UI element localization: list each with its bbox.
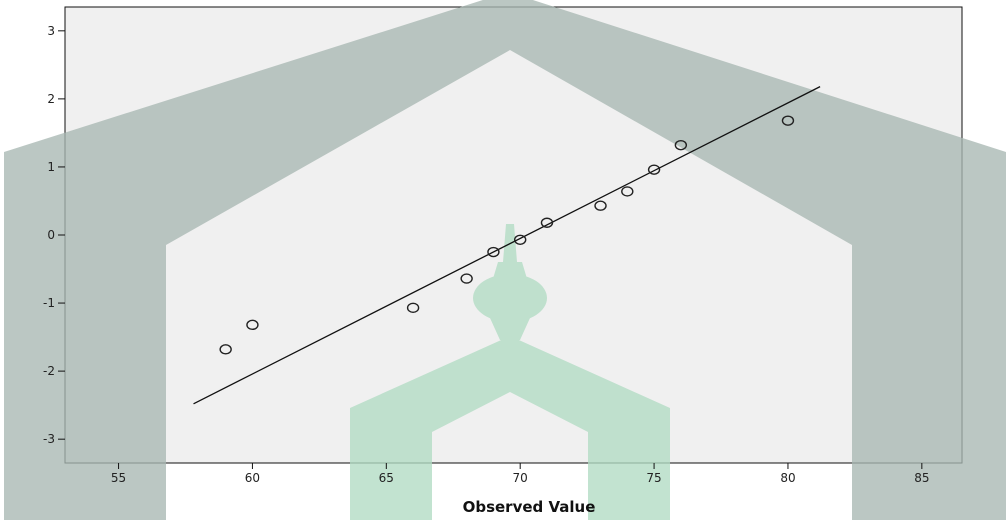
y-tick-label: -3 xyxy=(43,432,55,446)
data-point-marker xyxy=(406,302,420,314)
y-tick-label: 3 xyxy=(47,24,55,38)
data-point-marker xyxy=(460,273,473,284)
x-tick-label: 65 xyxy=(379,471,394,485)
x-axis: 55 60 65 70 75 80 85 xyxy=(111,463,929,485)
data-point-marker xyxy=(621,186,634,197)
x-tick-label: 75 xyxy=(646,471,661,485)
expected-normal-reference-line xyxy=(193,86,821,405)
x-tick-label: 60 xyxy=(245,471,260,485)
data-point-marker xyxy=(781,115,795,126)
y-tick-label: 0 xyxy=(47,228,55,242)
data-point-marker xyxy=(674,139,688,151)
x-tick-label: 55 xyxy=(111,471,126,485)
x-tick-label: 70 xyxy=(513,471,528,485)
data-point-marker xyxy=(246,319,259,331)
y-tick-label: 1 xyxy=(47,160,55,174)
data-points xyxy=(219,115,795,355)
data-point-marker xyxy=(540,217,554,228)
data-point-marker xyxy=(487,246,500,258)
x-axis-title: Observed Value xyxy=(463,498,596,516)
y-tick-label: -2 xyxy=(43,364,55,378)
data-point-marker xyxy=(594,200,607,211)
x-tick-label: 80 xyxy=(780,471,795,485)
data-point-marker xyxy=(219,344,232,355)
y-axis: 3 2 1 0 -1 -2 -3 xyxy=(43,24,65,446)
watermark-roof-shape xyxy=(4,0,1006,520)
data-point-marker xyxy=(647,164,661,175)
data-point-marker xyxy=(513,234,527,245)
y-tick-label: -1 xyxy=(43,296,55,310)
x-tick-label: 85 xyxy=(914,471,929,485)
y-tick-label: 2 xyxy=(47,92,55,106)
